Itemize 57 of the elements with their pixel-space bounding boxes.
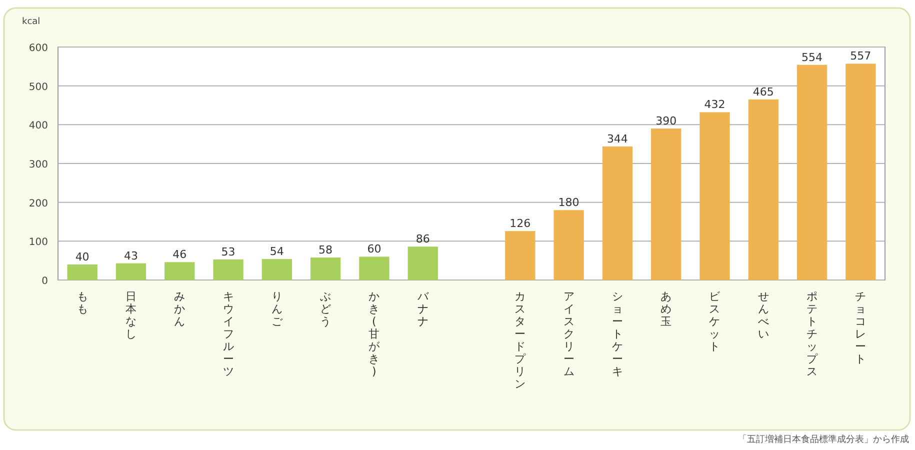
x-tick-label: ぶどう xyxy=(320,290,332,328)
x-tick-label: せんべい xyxy=(758,290,769,340)
data-label: 53 xyxy=(221,245,236,258)
bar xyxy=(505,231,536,280)
text: 「五訂増補日本食品標準成分表」から作成 xyxy=(738,434,909,445)
bar xyxy=(262,259,292,280)
bar xyxy=(408,246,438,280)
x-tick-label: ショートケーキ xyxy=(612,290,623,378)
y-tick-label: 100 xyxy=(28,237,48,248)
x-tick-label: 日本なし xyxy=(125,290,136,340)
y-tick-label: 500 xyxy=(28,82,48,93)
data-label: 126 xyxy=(510,217,531,230)
x-tick-label: チョコレート xyxy=(855,290,866,366)
bar xyxy=(796,64,828,280)
data-label: 46 xyxy=(172,248,187,262)
bar xyxy=(748,99,778,280)
bar xyxy=(67,264,98,280)
data-label: 54 xyxy=(270,245,284,258)
y-axis-title: kcal xyxy=(22,17,40,27)
bar xyxy=(700,112,730,280)
x-tick-label: カスタードプリン xyxy=(514,290,527,390)
bar xyxy=(310,257,341,280)
y-tick-label: 200 xyxy=(28,198,48,210)
bar xyxy=(602,146,633,280)
data-label: 60 xyxy=(367,242,382,256)
x-tick-label: ビスケット xyxy=(709,290,722,353)
data-label: 390 xyxy=(656,114,677,128)
x-tick-label: みかん xyxy=(174,290,186,328)
bar xyxy=(359,256,390,280)
data-label: 554 xyxy=(802,50,823,64)
bar xyxy=(554,210,584,280)
x-tick-label: あめ玉 xyxy=(660,290,672,328)
bar xyxy=(651,128,682,280)
data-label: 43 xyxy=(124,249,138,262)
data-label: 180 xyxy=(558,196,580,210)
y-tick-label: 300 xyxy=(28,160,48,170)
x-tick-label: りんご xyxy=(271,290,284,328)
x-tick-label: もも xyxy=(76,290,88,316)
data-label: 465 xyxy=(752,85,774,98)
data-label: 58 xyxy=(318,243,333,256)
y-tick-label: 400 xyxy=(28,120,48,132)
x-tick-label: ポテトチップス xyxy=(806,290,819,378)
data-label: 86 xyxy=(416,232,430,246)
y-tick-label: 0 xyxy=(42,276,48,287)
x-tick-label: キウイフルーツ xyxy=(222,290,234,378)
data-label: 557 xyxy=(850,50,872,63)
bar xyxy=(846,64,876,280)
y-tick-label: 600 xyxy=(28,43,48,54)
bar xyxy=(213,259,244,280)
bar xyxy=(164,262,195,280)
x-tick-label: かき(甘がき) xyxy=(368,290,381,378)
x-tick-label: アイスクリーム xyxy=(563,290,574,378)
data-label: 344 xyxy=(606,132,628,146)
x-tick-label: バナナ xyxy=(416,290,430,328)
data-label: 432 xyxy=(704,98,726,112)
bar xyxy=(116,263,146,280)
data-label: 40 xyxy=(75,250,90,264)
